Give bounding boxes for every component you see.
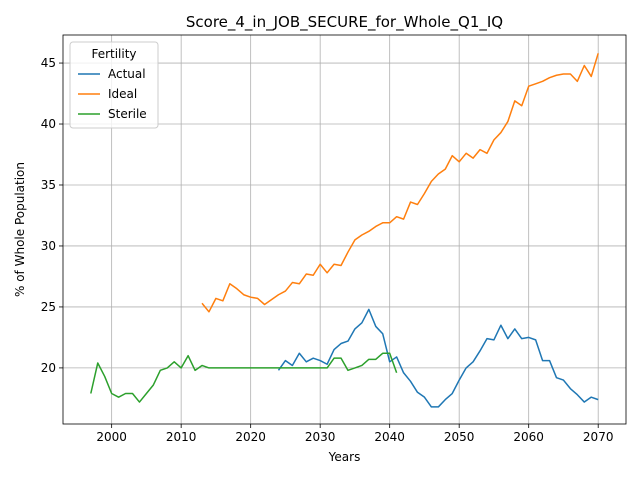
x-tick-label: 2060 xyxy=(513,430,544,444)
x-tick-label: 2040 xyxy=(374,430,405,444)
x-tick-label: 2030 xyxy=(305,430,336,444)
x-axis-label: Years xyxy=(328,450,361,464)
legend-box xyxy=(69,41,159,129)
y-tick-label: 25 xyxy=(41,300,56,314)
x-tick-label: 2020 xyxy=(235,430,266,444)
y-tick-label: 20 xyxy=(41,361,56,375)
grid xyxy=(63,35,626,424)
legend-label-ideal: Ideal xyxy=(108,87,137,101)
ticks: 2000 2010 2020 2030 2040 2050 2060 2070 20 25 30 35… xyxy=(41,56,614,444)
y-tick-label: 45 xyxy=(41,56,56,70)
series-line-ideal xyxy=(201,53,599,313)
y-tick-label: 40 xyxy=(41,117,56,131)
plot-frame xyxy=(62,34,627,425)
series-lines xyxy=(90,53,599,408)
y-axis-label: % of Whole Population xyxy=(13,162,27,297)
y-tick-label: 35 xyxy=(41,178,56,192)
legend: Fertility Actual Ideal Sterile xyxy=(69,41,159,129)
x-tick-label: 2050 xyxy=(444,430,475,444)
legend-label-sterile: Sterile xyxy=(108,107,147,121)
x-tick-label: 2010 xyxy=(166,430,197,444)
legend-items: Actual Ideal Sterile xyxy=(78,67,147,121)
legend-title: Fertility xyxy=(91,47,136,61)
legend-label-actual: Actual xyxy=(108,67,146,81)
y-tick-label: 30 xyxy=(41,239,56,253)
x-tick-label: 2070 xyxy=(583,430,614,444)
chart-title: Score_4_in_JOB_SECURE_for_Whole_Q1_IQ xyxy=(186,13,503,32)
series-line-actual xyxy=(277,308,599,408)
series-line-sterile xyxy=(90,352,398,403)
x-tick-label: 2000 xyxy=(96,430,127,444)
